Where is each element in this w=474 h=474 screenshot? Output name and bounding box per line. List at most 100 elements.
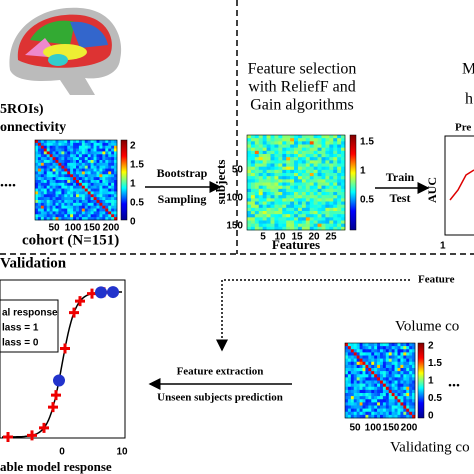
cell <box>286 204 291 209</box>
cell <box>84 171 89 175</box>
cell <box>250 211 256 215</box>
cell <box>99 182 103 187</box>
cell <box>114 185 118 189</box>
cell <box>353 355 357 359</box>
cell <box>325 135 330 139</box>
cell <box>374 355 378 359</box>
cell <box>388 393 392 397</box>
cell <box>90 211 94 215</box>
cell <box>254 192 260 196</box>
cell <box>64 197 68 201</box>
cell <box>388 411 392 416</box>
tick-label: 2 <box>428 341 434 352</box>
cell <box>403 346 407 350</box>
cell <box>49 171 53 175</box>
cell <box>368 349 372 353</box>
cell <box>40 185 45 189</box>
cell <box>374 374 378 378</box>
cell <box>73 165 77 169</box>
cell <box>46 205 50 209</box>
cell <box>111 217 115 221</box>
cell <box>55 145 59 149</box>
cell <box>274 138 279 142</box>
cell <box>337 223 342 228</box>
cell <box>317 188 322 193</box>
cell <box>345 393 349 397</box>
cell <box>262 211 267 215</box>
cell <box>341 163 346 167</box>
cell <box>84 180 89 184</box>
cell <box>305 217 311 221</box>
cell <box>403 343 407 347</box>
cell <box>377 377 381 381</box>
cell <box>262 138 267 142</box>
cell <box>58 191 62 195</box>
cell <box>388 377 392 381</box>
cell <box>278 211 283 215</box>
cell <box>64 148 68 152</box>
cell <box>301 198 307 202</box>
cell <box>391 355 395 359</box>
cell <box>108 188 112 192</box>
cell <box>394 414 398 419</box>
cell <box>37 160 42 164</box>
cell <box>67 140 71 144</box>
cell <box>313 195 318 199</box>
cell <box>282 141 287 145</box>
cell <box>102 151 106 155</box>
cell <box>43 211 48 215</box>
cell <box>262 160 267 164</box>
cell <box>309 188 314 193</box>
cell <box>254 179 260 183</box>
cell <box>258 204 263 209</box>
cell <box>52 202 56 207</box>
cell <box>96 211 100 215</box>
cell <box>341 220 346 224</box>
tick-label: 1 <box>428 376 434 387</box>
cell <box>78 217 83 221</box>
cell <box>49 200 53 204</box>
cell <box>73 188 77 192</box>
cell <box>87 208 91 212</box>
cell <box>321 160 326 164</box>
cell <box>40 145 45 149</box>
cell <box>250 154 256 158</box>
legend-item: al response <box>2 308 58 319</box>
cell <box>250 163 256 167</box>
cell <box>382 377 387 381</box>
cell <box>350 414 355 419</box>
cell <box>87 202 91 207</box>
cell <box>258 144 263 148</box>
cell <box>391 393 395 397</box>
cell <box>40 180 45 184</box>
cell <box>341 198 346 202</box>
cell <box>362 368 366 372</box>
cell <box>290 211 295 215</box>
label: Feature <box>418 274 455 286</box>
cell <box>350 355 355 359</box>
cell <box>380 377 384 381</box>
cell <box>337 192 342 196</box>
cell <box>270 176 275 180</box>
cell <box>67 200 71 204</box>
cell <box>70 168 74 172</box>
cell <box>394 346 398 350</box>
cell <box>52 177 56 181</box>
cell <box>49 160 53 164</box>
cell <box>309 176 314 180</box>
cell <box>297 185 303 190</box>
cell <box>96 185 100 189</box>
cell <box>108 168 112 172</box>
cell <box>58 148 62 152</box>
cell <box>73 185 77 189</box>
cell <box>102 180 106 184</box>
cell <box>400 389 404 394</box>
cell <box>403 355 407 359</box>
cell <box>313 147 318 152</box>
cell <box>46 182 50 187</box>
cell <box>99 142 103 147</box>
cell <box>61 174 65 178</box>
cell <box>52 180 56 184</box>
cell <box>365 352 369 356</box>
cell <box>99 171 103 175</box>
